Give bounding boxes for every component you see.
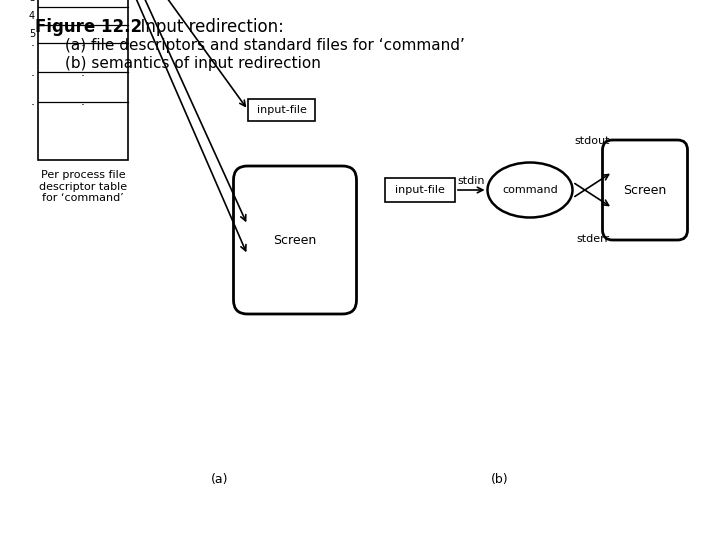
Text: Screen: Screen bbox=[624, 184, 667, 197]
Text: stdin: stdin bbox=[457, 176, 485, 186]
Text: .: . bbox=[81, 66, 85, 79]
Bar bbox=[385, 178, 455, 202]
Ellipse shape bbox=[487, 163, 572, 218]
Text: .: . bbox=[31, 95, 35, 108]
Text: (b) semantics of input redirection: (b) semantics of input redirection bbox=[65, 56, 321, 71]
Text: 5: 5 bbox=[29, 29, 35, 39]
Text: command: command bbox=[502, 185, 558, 195]
Text: (a) file descriptors and standard files for ‘command’: (a) file descriptors and standard files … bbox=[65, 38, 465, 53]
Bar bbox=[38, 0, 128, 160]
Text: .: . bbox=[31, 37, 35, 50]
Text: Screen: Screen bbox=[274, 233, 317, 246]
FancyBboxPatch shape bbox=[603, 140, 688, 240]
Text: .: . bbox=[81, 95, 85, 108]
Text: .: . bbox=[31, 66, 35, 79]
Text: stderr: stderr bbox=[577, 234, 610, 244]
Text: 4: 4 bbox=[29, 11, 35, 21]
Text: Per process file
descriptor table
for ‘command’: Per process file descriptor table for ‘c… bbox=[39, 170, 127, 203]
Text: (b): (b) bbox=[491, 474, 509, 487]
Text: Figure 12.2: Figure 12.2 bbox=[35, 18, 142, 36]
Text: Input redirection:: Input redirection: bbox=[130, 18, 284, 36]
Bar bbox=[248, 99, 315, 121]
Text: (a): (a) bbox=[211, 474, 229, 487]
Text: input-file: input-file bbox=[395, 185, 445, 195]
FancyBboxPatch shape bbox=[233, 166, 356, 314]
Text: stdout: stdout bbox=[574, 136, 610, 146]
Text: .: . bbox=[81, 37, 85, 50]
Text: input-file: input-file bbox=[256, 105, 307, 115]
Text: 3: 3 bbox=[29, 0, 35, 3]
